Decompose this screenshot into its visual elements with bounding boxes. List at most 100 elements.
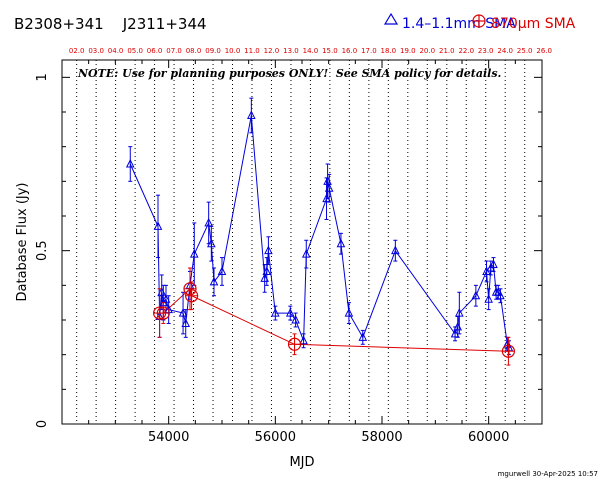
top-axis-label: 21.0 [439, 47, 455, 55]
plot-frame [61, 59, 543, 425]
high-band-point [287, 333, 302, 356]
low-band-point [484, 288, 493, 311]
top-axis-label: 03.0 [88, 47, 104, 55]
low-band-point [285, 305, 295, 321]
legend-high-label: 870μm SMA [491, 16, 576, 32]
triangle-marker [285, 307, 295, 317]
triangle-marker [178, 307, 188, 317]
low-band-point [489, 257, 498, 272]
top-axis-label: 02.0 [69, 47, 85, 55]
y-tick-label: 0 [35, 420, 50, 428]
top-axis-label: 09.0 [205, 47, 221, 55]
triangle-marker [204, 217, 213, 227]
top-axis-label: 06.0 [147, 47, 163, 55]
low-band-point [455, 291, 464, 335]
top-axis-label: 24.0 [497, 47, 513, 55]
top-axis-label: 04.0 [108, 47, 124, 55]
top-axis-label: 15.0 [322, 47, 338, 55]
low-band-point [264, 236, 273, 266]
y-tick-label: 1 [35, 73, 50, 81]
triangle-marker [247, 110, 256, 119]
x-tick-label: 60000 [468, 430, 509, 445]
planning-note: NOTE: Use for planning purposes ONLY! Se… [77, 67, 502, 80]
low-band-point [189, 222, 199, 286]
triangle-marker [271, 307, 280, 317]
triangle-marker [301, 249, 311, 258]
triangle-marker [264, 245, 273, 255]
top-axis-label: 07.0 [166, 47, 182, 55]
top-axis-label: 17.0 [361, 47, 377, 55]
legend-low: 1.4–1.1mm SMA [383, 12, 516, 32]
triangle-marker [217, 266, 227, 275]
top-axis-label: 26.0 [536, 47, 552, 55]
low-band-series-line [129, 115, 510, 348]
high-band-point [156, 302, 170, 324]
top-axis-label: 05.0 [127, 47, 143, 55]
triangle-marker [344, 307, 354, 317]
legend-high: 870μm SMA [472, 14, 576, 32]
low-band-point [324, 173, 334, 203]
high-band-series-line [159, 287, 509, 352]
legend-low-label: 1.4–1.1mm SMA [402, 16, 516, 32]
top-axis-label: 12.0 [264, 47, 280, 55]
triangle-marker [484, 294, 493, 303]
credit-stamp: mgurwell 30-Apr-2025 10:57 [498, 470, 598, 478]
source-names: B2308+341 J2311+344 [14, 15, 207, 33]
series-lines [129, 115, 510, 352]
top-axis-label: 18.0 [381, 47, 397, 55]
low-band-point [262, 257, 272, 286]
top-axis-label: 11.0 [244, 47, 260, 55]
axis-ticks: 54000 56000 58000 60000 0 0.5 1 [35, 60, 543, 445]
top-axis-label: 10.0 [225, 47, 241, 55]
triangle-marker [262, 266, 272, 275]
low-band-point [503, 336, 512, 352]
low-band-point [181, 309, 191, 338]
low-band-point [336, 232, 346, 255]
triangle-marker [471, 290, 481, 300]
legend-triangle-marker [383, 12, 399, 25]
high-band-point [185, 281, 199, 311]
low-band-point [217, 257, 227, 286]
triangle-marker [207, 238, 216, 248]
low-band-point [153, 194, 163, 259]
triangle-marker [153, 221, 163, 230]
low-band-point [450, 326, 460, 342]
triangle-marker [189, 249, 199, 258]
top-axis-label: 08.0 [186, 47, 202, 55]
low-band-point [299, 333, 308, 349]
x-axis-title: MJD [289, 455, 314, 470]
low-band-point [391, 239, 400, 262]
triangle-marker [450, 328, 460, 338]
top-axis-label: 23.0 [478, 47, 494, 55]
triangle-marker [209, 276, 219, 286]
y-tick-label: 0.5 [35, 240, 50, 261]
y-axis-title: Database Flux (Jy) [15, 183, 30, 302]
low-band-point [209, 267, 219, 297]
low-band-point [301, 239, 311, 269]
year-grid [76, 60, 526, 424]
high-band-point [183, 267, 197, 311]
x-tick-label: 58000 [361, 430, 402, 445]
low-band-point [496, 288, 505, 304]
low-band-point [344, 302, 354, 324]
top-axis-label: 20.0 [419, 47, 435, 55]
high-band-point [501, 336, 515, 366]
x-tick-label: 54000 [148, 430, 189, 445]
x-tick-label: 56000 [255, 430, 296, 445]
low-band-point [291, 312, 300, 328]
top-axis-label: 14.0 [303, 47, 319, 55]
triangle-marker [358, 332, 368, 341]
top-axis-label: 16.0 [342, 47, 358, 55]
top-axis-label: 25.0 [517, 47, 533, 55]
triangle-marker [391, 245, 400, 255]
triangle-marker [455, 307, 464, 317]
triangle-marker [336, 238, 346, 248]
top-axis-year-labels: 02.0 03.0 04.0 05.0 06.0 07.0 08.0 09.0 10.0 11.0… [69, 47, 552, 55]
triangle-marker [324, 183, 334, 192]
low-band-point [207, 225, 216, 262]
low-band-point [358, 329, 368, 345]
low-band-point [247, 97, 256, 134]
triangle-marker [291, 314, 300, 324]
triangle-marker [299, 335, 308, 345]
